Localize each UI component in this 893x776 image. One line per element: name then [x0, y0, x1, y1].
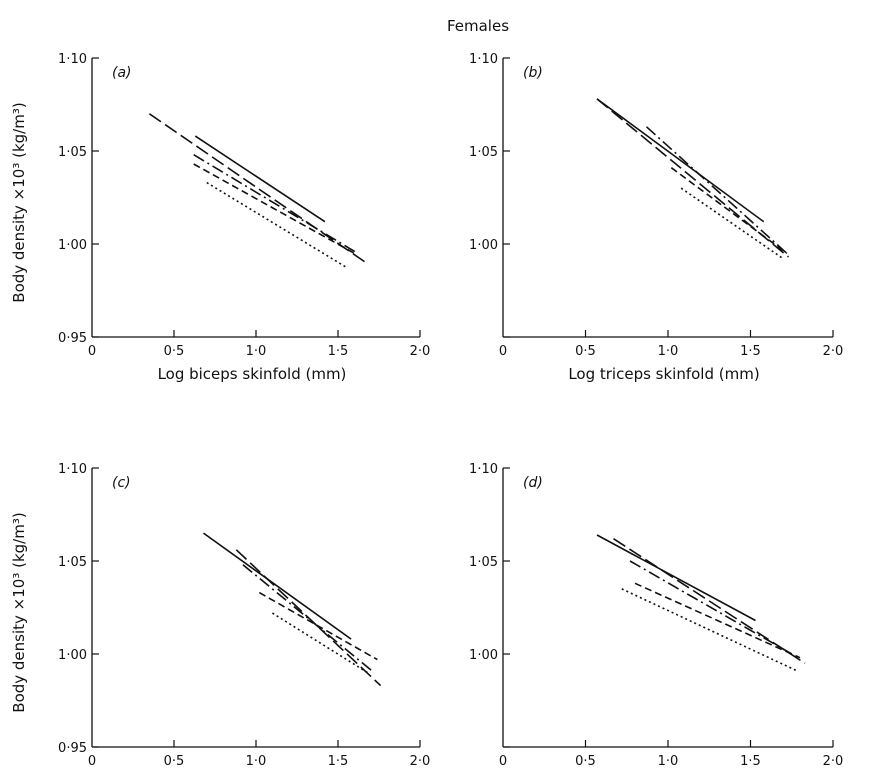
series-line-dash-dot — [645, 126, 788, 254]
x-tick-label: 0·5 — [164, 344, 185, 359]
x-tick-label: 0 — [499, 344, 507, 359]
series-line-dotted — [206, 181, 349, 269]
x-tick-label: 2·0 — [823, 344, 844, 359]
series-line-solid — [596, 534, 756, 622]
series-line-dotted — [680, 187, 784, 260]
series-line-solid — [194, 135, 326, 223]
x-tick-label: 2·0 — [410, 344, 431, 359]
x-tick-label: 1·5 — [740, 754, 761, 769]
panel-label: (d) — [523, 475, 543, 491]
series-line-long-dash — [613, 538, 806, 664]
chart-panel-1: 0·95 1·00 1·05 1·10 0 0·5 1·0 1·5 2·0 Log biceps … — [10, 52, 430, 383]
x-tick-label: 0 — [88, 344, 96, 359]
y-tick-label: 1·10 — [469, 462, 498, 477]
x-tick-label: 1·0 — [246, 344, 267, 359]
panel-label: (a) — [112, 65, 132, 81]
y-tick-label: 1·05 — [58, 145, 87, 160]
series-line-solid — [596, 98, 765, 223]
x-tick-label: 0·5 — [575, 754, 596, 769]
x-tick-label: 2·0 — [823, 754, 844, 769]
series-line-dash-dot — [242, 564, 375, 674]
y-axis-label: Body density ×10³ (kg/m³) — [10, 102, 28, 302]
y-tick-label: 1·10 — [58, 52, 87, 67]
panel-label: (c) — [112, 475, 131, 491]
series-line-dashed — [634, 582, 801, 659]
x-tick-label: 0 — [88, 754, 96, 769]
series-line-dashed — [258, 591, 378, 661]
y-tick-label: 0·95 — [58, 741, 87, 756]
y-tick-label: 1·10 — [469, 52, 498, 67]
y-axis-label: Body density ×10³ (kg/m³) — [10, 512, 28, 712]
x-tick-label: 1·5 — [740, 344, 761, 359]
series-line-dotted — [271, 612, 368, 674]
series-line-dash-dot — [193, 154, 359, 254]
y-tick-label: 1·00 — [469, 648, 498, 663]
series-line-long-dash — [235, 549, 382, 687]
series-line-long-dash — [148, 113, 367, 264]
y-tick-label: 1·05 — [469, 145, 498, 160]
x-tick-label: 1·0 — [658, 754, 679, 769]
chart-panel-2: 1·00 1·05 1·10 0 0·5 1·0 1·5 2·0 Log triceps ski… — [469, 52, 843, 383]
x-tick-label: 2·0 — [410, 754, 431, 769]
series-line-dotted — [621, 588, 798, 672]
y-tick-label: 1·05 — [469, 555, 498, 570]
series-line-dashed — [670, 167, 788, 254]
series-line-long-dash — [596, 98, 790, 258]
series-line-dash-dot — [629, 560, 793, 655]
y-tick-label: 1·10 — [58, 462, 87, 477]
x-tick-label: 0·5 — [575, 344, 596, 359]
y-tick-label: 0·95 — [58, 331, 87, 346]
x-tick-label: 0 — [499, 754, 507, 769]
figure-title: Females — [447, 17, 509, 35]
panel-label: (b) — [523, 65, 543, 81]
y-tick-label: 1·05 — [58, 555, 87, 570]
x-tick-label: 1·0 — [658, 344, 679, 359]
y-tick-label: 1·00 — [469, 238, 498, 253]
x-tick-label: 1·5 — [328, 344, 349, 359]
series-line-solid — [203, 532, 352, 640]
x-tick-label: 1·5 — [328, 754, 349, 769]
series-line-dashed — [193, 163, 355, 254]
x-tick-label: 0·5 — [164, 754, 185, 769]
x-tick-label: 1·0 — [246, 754, 267, 769]
x-axis-label: Log biceps skinfold (mm) — [158, 365, 347, 383]
x-axis-label: Log triceps skinfold (mm) — [568, 365, 759, 383]
y-tick-label: 1·00 — [58, 648, 87, 663]
y-tick-label: 1·00 — [58, 238, 87, 253]
